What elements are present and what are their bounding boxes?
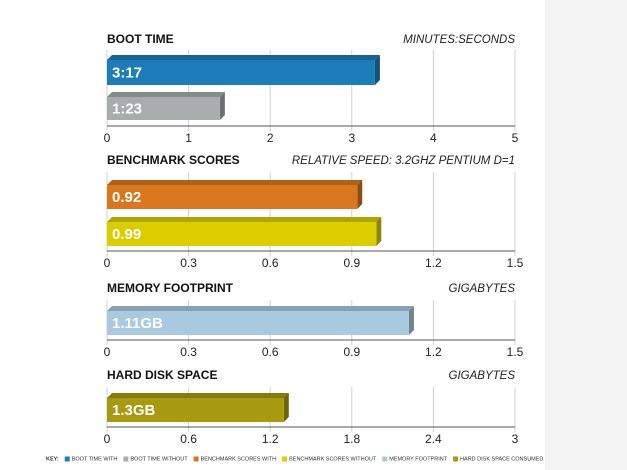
x-tick-label: 1.5: [507, 256, 524, 270]
panel-title: BENCHMARK SCORES: [107, 153, 240, 167]
panel-unit: RELATIVE SPEED: 3.2GHZ PENTIUM D=1: [292, 155, 515, 167]
x-tick-label: 0: [104, 256, 111, 270]
bar-depth-top: [107, 217, 382, 222]
x-tick-label: 1.2: [425, 345, 442, 359]
legend-swatch: [282, 456, 288, 462]
bar-depth-top: [107, 180, 363, 185]
x-tick-label: 1.2: [262, 432, 279, 446]
bar-depth-side: [357, 180, 363, 209]
bar: [107, 185, 358, 209]
legend-label: BENCHMARK SCORES WITH: [201, 456, 277, 462]
bar-depth-side: [219, 92, 225, 120]
x-tick-label: 0.3: [180, 345, 197, 359]
legend-swatch: [453, 456, 459, 462]
bar-depth-side: [374, 55, 380, 85]
x-tick-label: 5: [512, 131, 519, 145]
bar-value-label: 3:17: [112, 64, 142, 81]
x-tick-label: 0: [104, 131, 111, 145]
x-tick-label: 3: [348, 131, 355, 145]
bar: [107, 97, 220, 120]
x-tick-label: 0.3: [180, 256, 197, 270]
panel-title: BOOT TIME: [107, 32, 174, 46]
x-tick-label: 2.4: [425, 432, 442, 446]
x-tick-label: 4: [430, 131, 437, 145]
x-tick-label: 0: [104, 345, 111, 359]
bar-value-label: 0.99: [112, 226, 141, 243]
bar-value-label: 1.3GB: [112, 402, 156, 419]
bar: [107, 398, 284, 422]
bar-depth-top: [107, 393, 289, 398]
panel-unit: GIGABYTES: [449, 370, 516, 382]
legend-swatch: [193, 456, 199, 462]
panel-title: HARD DISK SPACE: [107, 368, 217, 382]
bar: [107, 60, 375, 85]
bar-value-label: 0.92: [112, 189, 141, 206]
x-tick-label: 0.6: [262, 345, 279, 359]
bar-depth-top: [107, 92, 225, 97]
x-tick-label: 0.9: [343, 256, 360, 270]
legend-swatch: [123, 456, 129, 462]
x-tick-label: 0: [104, 432, 111, 446]
legend-label: HARD DISK SPACE CONSUMED: [460, 456, 543, 462]
x-tick-label: 0.9: [343, 345, 360, 359]
bar-value-label: 1:23: [112, 100, 142, 117]
panel-unit: MINUTES:SECONDS: [403, 34, 515, 46]
x-tick-label: 1: [185, 131, 192, 145]
legend-label: BOOT TIME WITHOUT: [130, 456, 188, 462]
bar-depth-side: [408, 306, 414, 335]
panel-unit: GIGABYTES: [449, 283, 516, 295]
bar: [107, 222, 377, 246]
legend-title: KEY:: [46, 456, 59, 462]
x-tick-label: 1.8: [343, 432, 360, 446]
bar-depth-side: [283, 393, 289, 422]
x-tick-label: 1.5: [507, 345, 524, 359]
x-tick-label: 2: [267, 131, 274, 145]
legend-swatch: [64, 456, 70, 462]
legend-label: MEMORY FOOTPRINT: [389, 456, 447, 462]
panel-title: MEMORY FOOTPRINT: [107, 281, 234, 295]
x-tick-label: 3: [512, 432, 519, 446]
x-tick-label: 0.6: [180, 432, 197, 446]
legend-swatch: [382, 456, 388, 462]
legend-label: BOOT TIME WITH: [72, 456, 118, 462]
side-strip: [545, 0, 627, 470]
bar: [107, 311, 409, 335]
x-tick-label: 0.6: [262, 256, 279, 270]
bar-depth-top: [107, 306, 414, 311]
bar-depth-side: [376, 217, 382, 246]
x-tick-label: 1.2: [425, 256, 442, 270]
bar-value-label: 1.11GB: [112, 315, 163, 332]
legend-label: BENCHMARK SCORES WITHOUT: [289, 456, 377, 462]
bar-depth-top: [107, 55, 380, 60]
